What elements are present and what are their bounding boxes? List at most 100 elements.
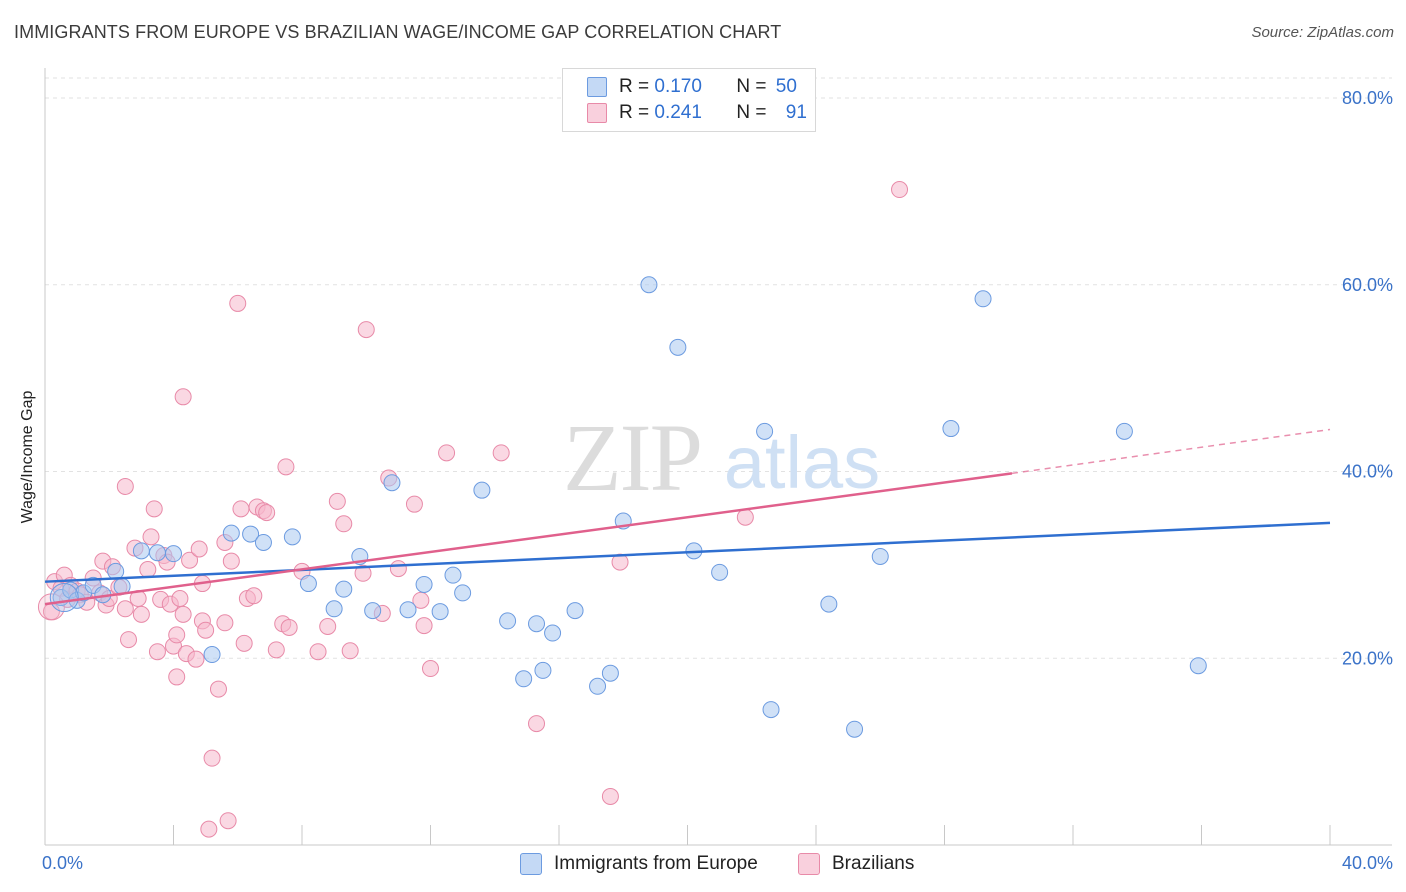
europe-point [871,547,889,565]
europe-point [242,525,260,543]
brazilians-point [492,444,510,462]
europe-point [148,544,166,562]
europe-point [165,545,182,563]
brazilians-point [415,617,433,635]
brazilians-point [258,504,276,522]
brazilians-point [422,660,439,678]
legend: R = 0.170 N = 50 R = 0.241 N = 91 [562,68,816,132]
europe-point [415,575,433,593]
bottom-legend-europe: Immigrants from Europe [520,851,758,877]
legend-r-label: R = [619,76,655,97]
europe-point [222,524,240,542]
europe-point [364,602,382,620]
brazilians-point [120,631,138,649]
europe-point [399,601,417,619]
europe-point [49,583,79,613]
x-tick-label-min: 0.0% [42,853,83,873]
brazilians-point [203,749,221,767]
x-tick-label-max: 40.0% [1342,853,1393,873]
europe-point [444,566,462,584]
europe-point [383,474,401,492]
brazilians-point [132,605,150,623]
brazilians-point [232,500,250,518]
legend-swatch-europe [587,77,607,97]
europe-point [762,701,780,719]
europe-point [846,720,864,738]
brazilians-point [412,591,430,609]
legend-r-value-brazilians: 0.241 [654,102,702,123]
legend-n-value-brazilians: 91 [785,102,807,123]
y-tick-label: 80.0% [1342,88,1393,108]
brazilians-point [216,614,234,632]
axes [44,68,1392,846]
europe-point [454,584,472,602]
europe-point [499,612,517,630]
europe-point [566,602,584,620]
brazilians-point [174,605,192,623]
brazilians-point [209,680,227,698]
legend-r-value-europe: 0.170 [654,76,702,97]
brazilians-point [309,643,327,661]
brazilians-trend-line [44,472,1013,606]
brazilians-point [328,492,346,510]
brazilians-point [601,787,619,805]
brazilians-point [181,551,199,569]
brazilians-point [267,641,285,659]
brazilians-point [438,444,456,462]
brazilians-point [148,643,166,661]
brazilians-point [389,560,407,578]
europe-point [669,338,687,356]
europe-point [203,646,221,664]
europe-point [942,420,960,438]
europe-point [299,575,317,593]
brazilians-point [405,495,423,513]
europe-point [601,664,619,682]
brazilians-point [168,668,186,686]
bottom-legend-label-europe: Immigrants from Europe [554,853,758,874]
tick-labels: 20.0% 40.0% 60.0% 80.0% 0.0% 40.0% [42,88,1393,873]
brazilians-trend-extension [1011,428,1331,475]
brazilians-point [197,621,215,639]
brazilians-point [219,812,237,830]
legend-n-label: N = [736,76,772,97]
watermark: ZIP atlas [563,404,880,511]
brazilians-point [222,552,240,570]
chart-title: IMMIGRANTS FROM EUROPE VS BRAZILIAN WAGE… [14,22,782,42]
brazilians-point [116,477,134,495]
brazilians-point [280,618,298,636]
brazilians-point [319,618,337,636]
europe-point [756,422,774,440]
legend-swatch-brazilians [587,103,607,123]
brazilians-point [528,715,546,733]
brazilians-point [174,388,192,406]
europe-point [335,580,353,598]
brazilians-point [145,500,163,518]
brazilians-point [335,515,353,533]
brazilians-point [168,626,186,644]
legend-row-europe: R = 0.170 N = 50 [587,75,797,99]
brazilians-point [357,321,375,339]
europe-point [528,615,546,633]
legend-n-value-europe: 50 [775,76,797,97]
europe-point [473,481,491,499]
legend-n-label: N = [736,102,772,123]
brazilians-point [354,564,372,582]
europe-point [589,677,607,695]
europe-point [1189,657,1207,675]
europe-point [820,595,838,613]
bottom-legend-brazilians: Brazilians [798,851,914,877]
brazilians-point [736,508,754,526]
bottom-legend-swatch-europe [520,853,542,875]
watermark-atlas: atlas [724,421,880,504]
bottom-legend-label-brazilians: Brazilians [832,853,915,874]
brazilians-point [235,634,253,652]
y-tick-label: 20.0% [1342,648,1393,668]
europe-point [534,661,552,679]
brazilians-point [341,642,359,660]
brazilians-point [139,561,157,579]
brazilians-points [37,181,909,838]
y-tick-label: 40.0% [1342,462,1393,482]
legend-row-brazilians: R = 0.241 N = 91 [587,101,807,125]
trend-lines [44,428,1331,606]
europe-point [325,600,343,618]
